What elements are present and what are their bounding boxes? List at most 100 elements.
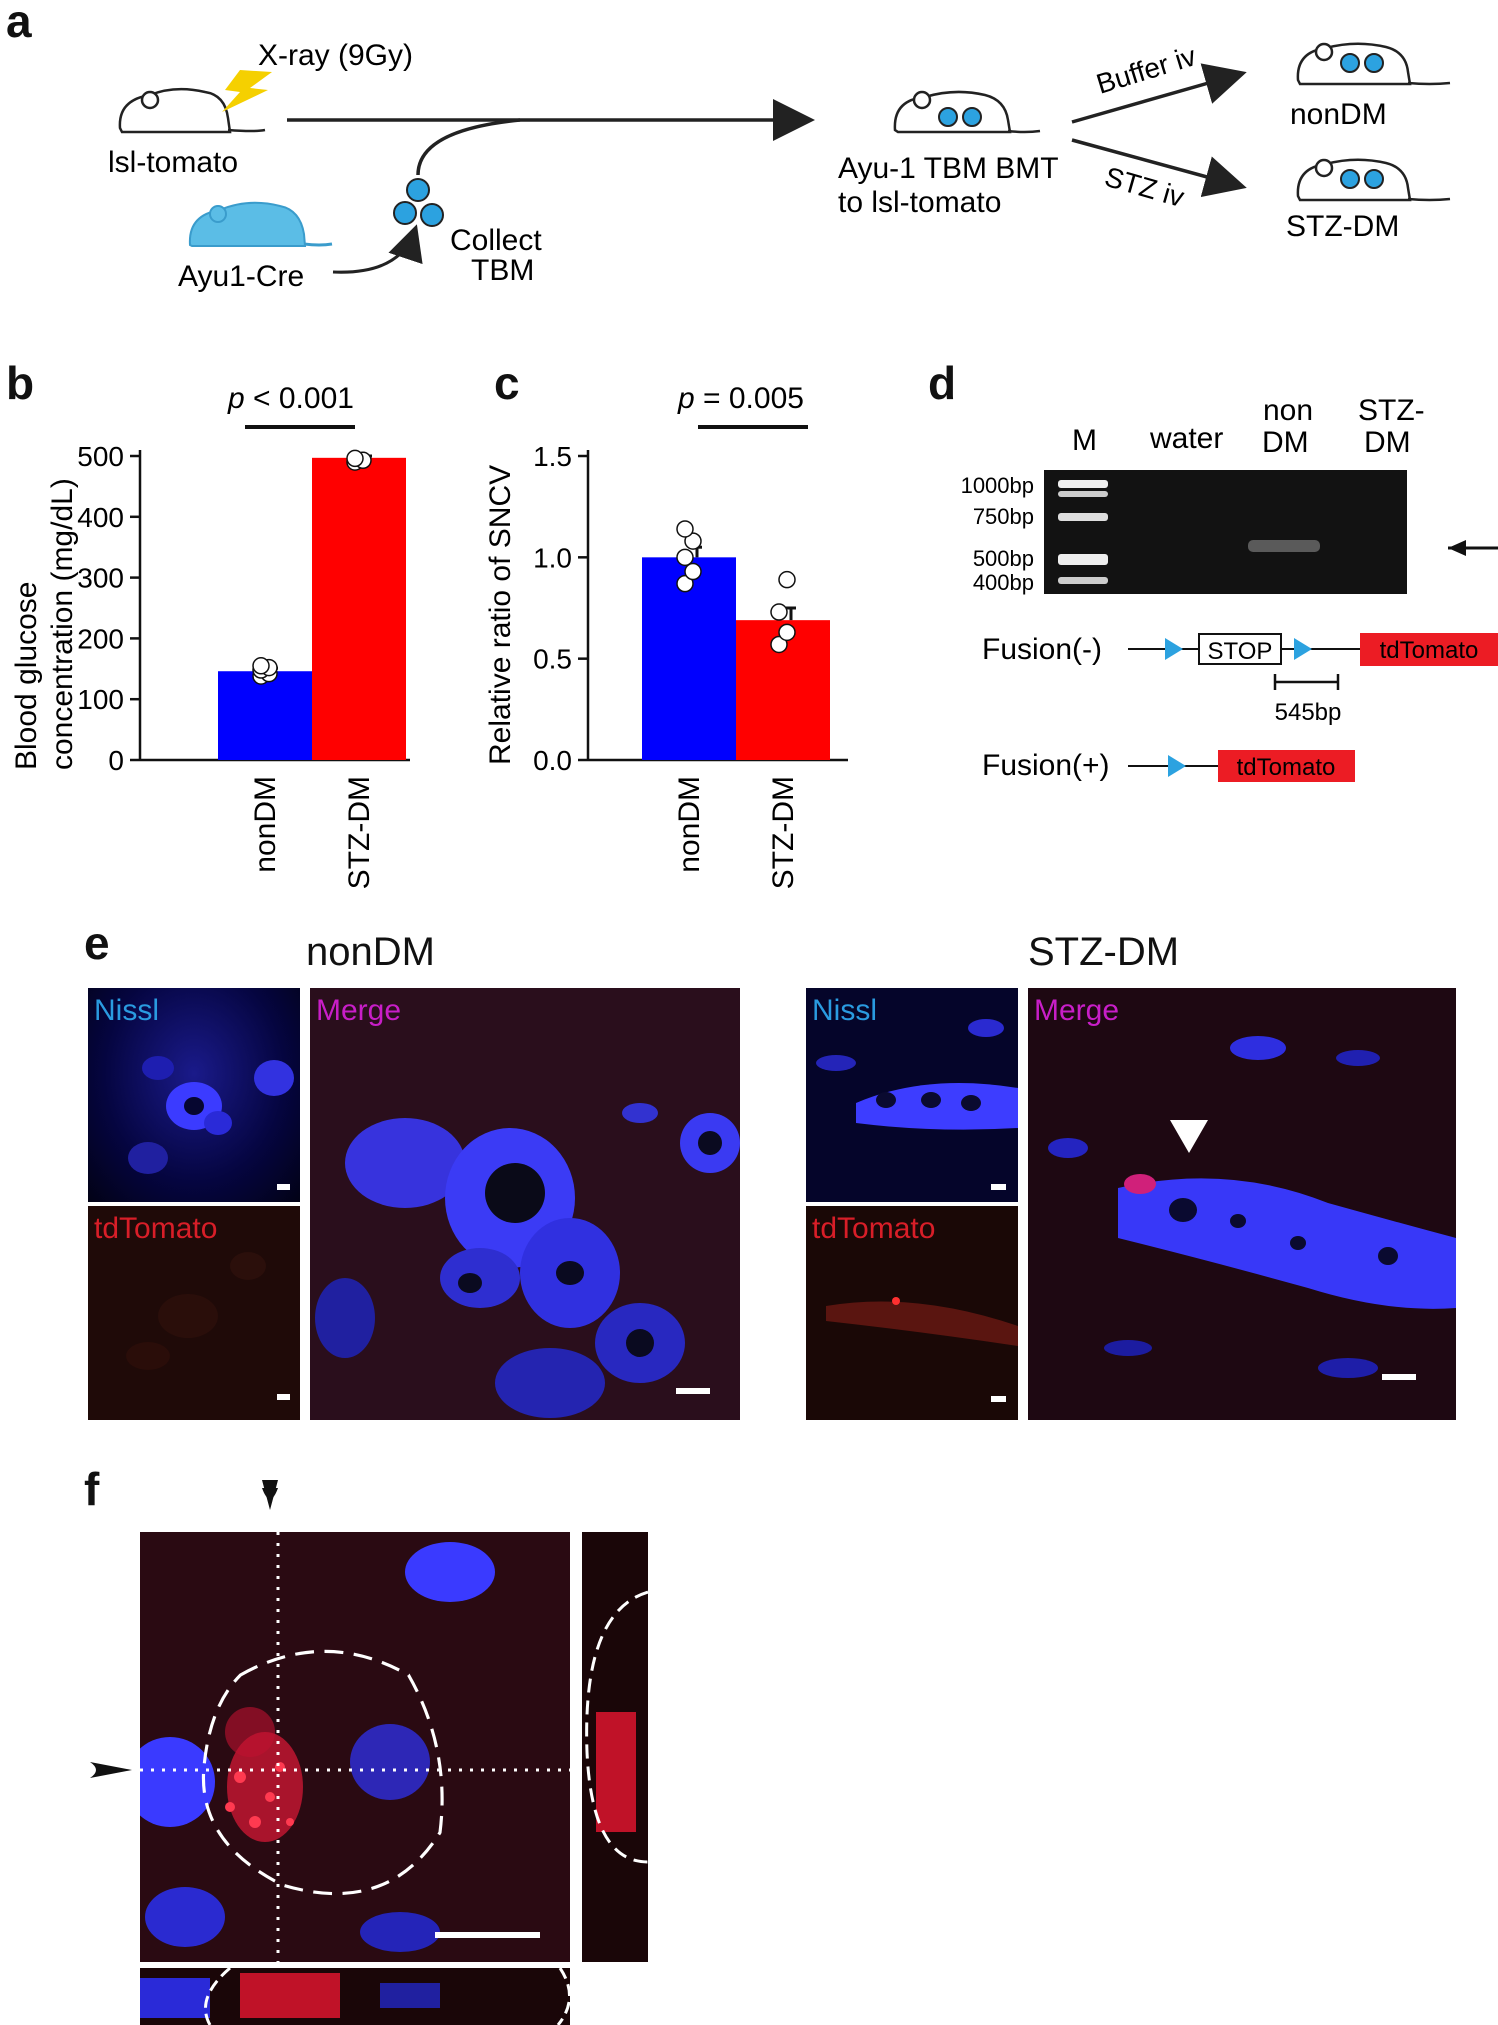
lane-stzdm-1: STZ- <box>1358 394 1425 427</box>
y-tick-label: 0.5 <box>533 644 572 675</box>
tdtomato-label: tdTomato <box>1380 637 1479 664</box>
ladder-500: 500bp <box>973 546 1034 571</box>
y-tick-label: 0 <box>108 745 124 776</box>
stzdm-title: STZ-DM <box>1028 930 1180 974</box>
tdtomato-box <box>1360 633 1498 666</box>
stzdm-tdtomato-image: tdTomato <box>806 1206 1018 1420</box>
loxp-icon <box>1294 638 1312 660</box>
nondm-nissl-image: Nissl <box>88 988 300 1202</box>
ladder-bands <box>1058 480 1108 584</box>
tdtomato-label: tdTomato <box>812 1212 936 1245</box>
bar-STZ-DM <box>312 457 406 760</box>
lane-nondm-2: DM <box>1262 426 1309 459</box>
y-tick-label: 0.0 <box>533 745 572 776</box>
tbm-cells-icon <box>393 178 444 227</box>
merge-label: Merge <box>316 994 402 1027</box>
scale-bar <box>277 1184 290 1190</box>
x-tick-label: STZ-DM <box>767 776 800 889</box>
lane-water: water <box>1149 422 1223 455</box>
scale-bar <box>277 1394 290 1400</box>
nondm-label: nonDM <box>1290 98 1387 131</box>
ayu1-cre-label: Ayu1-Cre <box>178 260 304 293</box>
data-point <box>778 570 796 589</box>
ylabel-b-2: concentration (mg/dL) <box>46 478 79 770</box>
tdtomato-positive-cell <box>1124 1174 1156 1194</box>
y-tick-label: 400 <box>77 502 124 533</box>
lane-stzdm-2: DM <box>1364 426 1411 459</box>
lsl-tomato-mouse <box>118 87 266 134</box>
stzdm-mouse <box>1296 158 1451 202</box>
x-tick-label: STZ-DM <box>343 776 376 889</box>
panel-e-label: e <box>84 917 110 969</box>
xray-bolt-icon <box>222 70 272 112</box>
data-point <box>770 603 788 621</box>
stzdm-label: STZ-DM <box>1286 210 1399 243</box>
scale-bar <box>435 1932 540 1938</box>
ladder-400: 400bp <box>973 570 1034 595</box>
stzdm-nissl-image: Nissl <box>806 988 1018 1202</box>
bmt-label-1: Ayu-1 TBM BMT <box>838 152 1059 185</box>
data-point <box>684 532 702 550</box>
collect-label-1: Collect <box>450 224 542 257</box>
panel-a-diagram: X-ray (9Gy) lsl-tomato Ayu1-Cre Collect … <box>108 39 1451 293</box>
y-tick-label: 100 <box>77 684 124 715</box>
ladder-1000: 1000bp <box>961 473 1034 498</box>
panel-d-label: d <box>928 357 957 409</box>
fusion-minus-label: Fusion(-) <box>982 633 1102 666</box>
xray-label: X-ray (9Gy) <box>258 39 413 72</box>
loxp-icon <box>1165 638 1183 660</box>
y-tick-label: 1.5 <box>533 441 572 472</box>
stzdm-merge-image: Merge <box>1028 988 1456 1420</box>
ladder-750: 750bp <box>973 504 1034 529</box>
nondm-merge-image: Merge <box>310 988 740 1420</box>
scale-bar <box>991 1396 1006 1402</box>
y-tick-label: 200 <box>77 623 124 654</box>
x-tick-label: nonDM <box>249 776 282 873</box>
lane-m: M <box>1072 424 1097 457</box>
lsl-tomato-label: lsl-tomato <box>108 146 238 179</box>
ayu1-cre-mouse <box>188 201 333 247</box>
panel-a-label: a <box>6 0 32 47</box>
nondm-title: nonDM <box>306 930 435 974</box>
nissl-label: Nissl <box>94 994 159 1027</box>
data-point <box>778 623 796 642</box>
scale-bar <box>991 1184 1006 1190</box>
orthogonal-yz-image <box>582 1532 648 1962</box>
data-point <box>770 635 788 654</box>
collect-label-2: TBM <box>471 254 534 287</box>
tdtomato-label: tdTomato <box>94 1212 218 1245</box>
loxp-icon <box>1168 755 1186 777</box>
data-point <box>252 657 270 675</box>
fusion-plus-label: Fusion(+) <box>982 749 1110 782</box>
nondm-mouse <box>1296 42 1451 86</box>
stop-label: STOP <box>1208 638 1273 665</box>
y-tick-label: 300 <box>77 563 124 594</box>
data-point <box>676 548 694 567</box>
y-position-arrowhead-icon <box>90 1762 132 1778</box>
data-point <box>684 562 702 581</box>
bmt-label-2: to lsl-tomato <box>838 186 1001 219</box>
position-arrowheads <box>90 1480 278 1778</box>
data-point <box>346 449 364 468</box>
nondm-band <box>1248 540 1320 552</box>
nissl-label: Nissl <box>812 994 877 1027</box>
arrowhead-icon <box>1170 1120 1208 1153</box>
gel-and-constructs: M water non DM STZ- DM 1000bp 750bp 500b… <box>961 394 1498 782</box>
lane-nondm-1: non <box>1263 394 1313 427</box>
size-label: 545bp <box>1275 699 1342 726</box>
panel-f-label: f <box>84 1463 100 1515</box>
bmt-mouse <box>893 90 1041 134</box>
scale-bar <box>1382 1374 1416 1380</box>
pvalue-b: p < 0.001 <box>227 382 354 415</box>
nondm-tdtomato-image: tdTomato <box>88 1206 300 1420</box>
orthogonal-xy-image <box>140 1532 570 1962</box>
y-tick-label: 1.0 <box>533 542 572 573</box>
sncv-chart: p = 0.005 0.0 0.5 1.0 1.5 nonDM STZ-DM Relati… <box>484 382 848 889</box>
tdtomato-box <box>1218 750 1355 782</box>
ylabel-c: Relative ratio of SNCV <box>484 465 517 765</box>
blood-glucose-chart: p < 0.001 0 100 200 300 400 500 nonDM STZ-DM Bl… <box>10 382 410 889</box>
y-tick-label: 500 <box>77 441 124 472</box>
scale-bar <box>676 1388 710 1394</box>
data-point <box>676 520 694 538</box>
panel-c-label: c <box>494 357 520 409</box>
